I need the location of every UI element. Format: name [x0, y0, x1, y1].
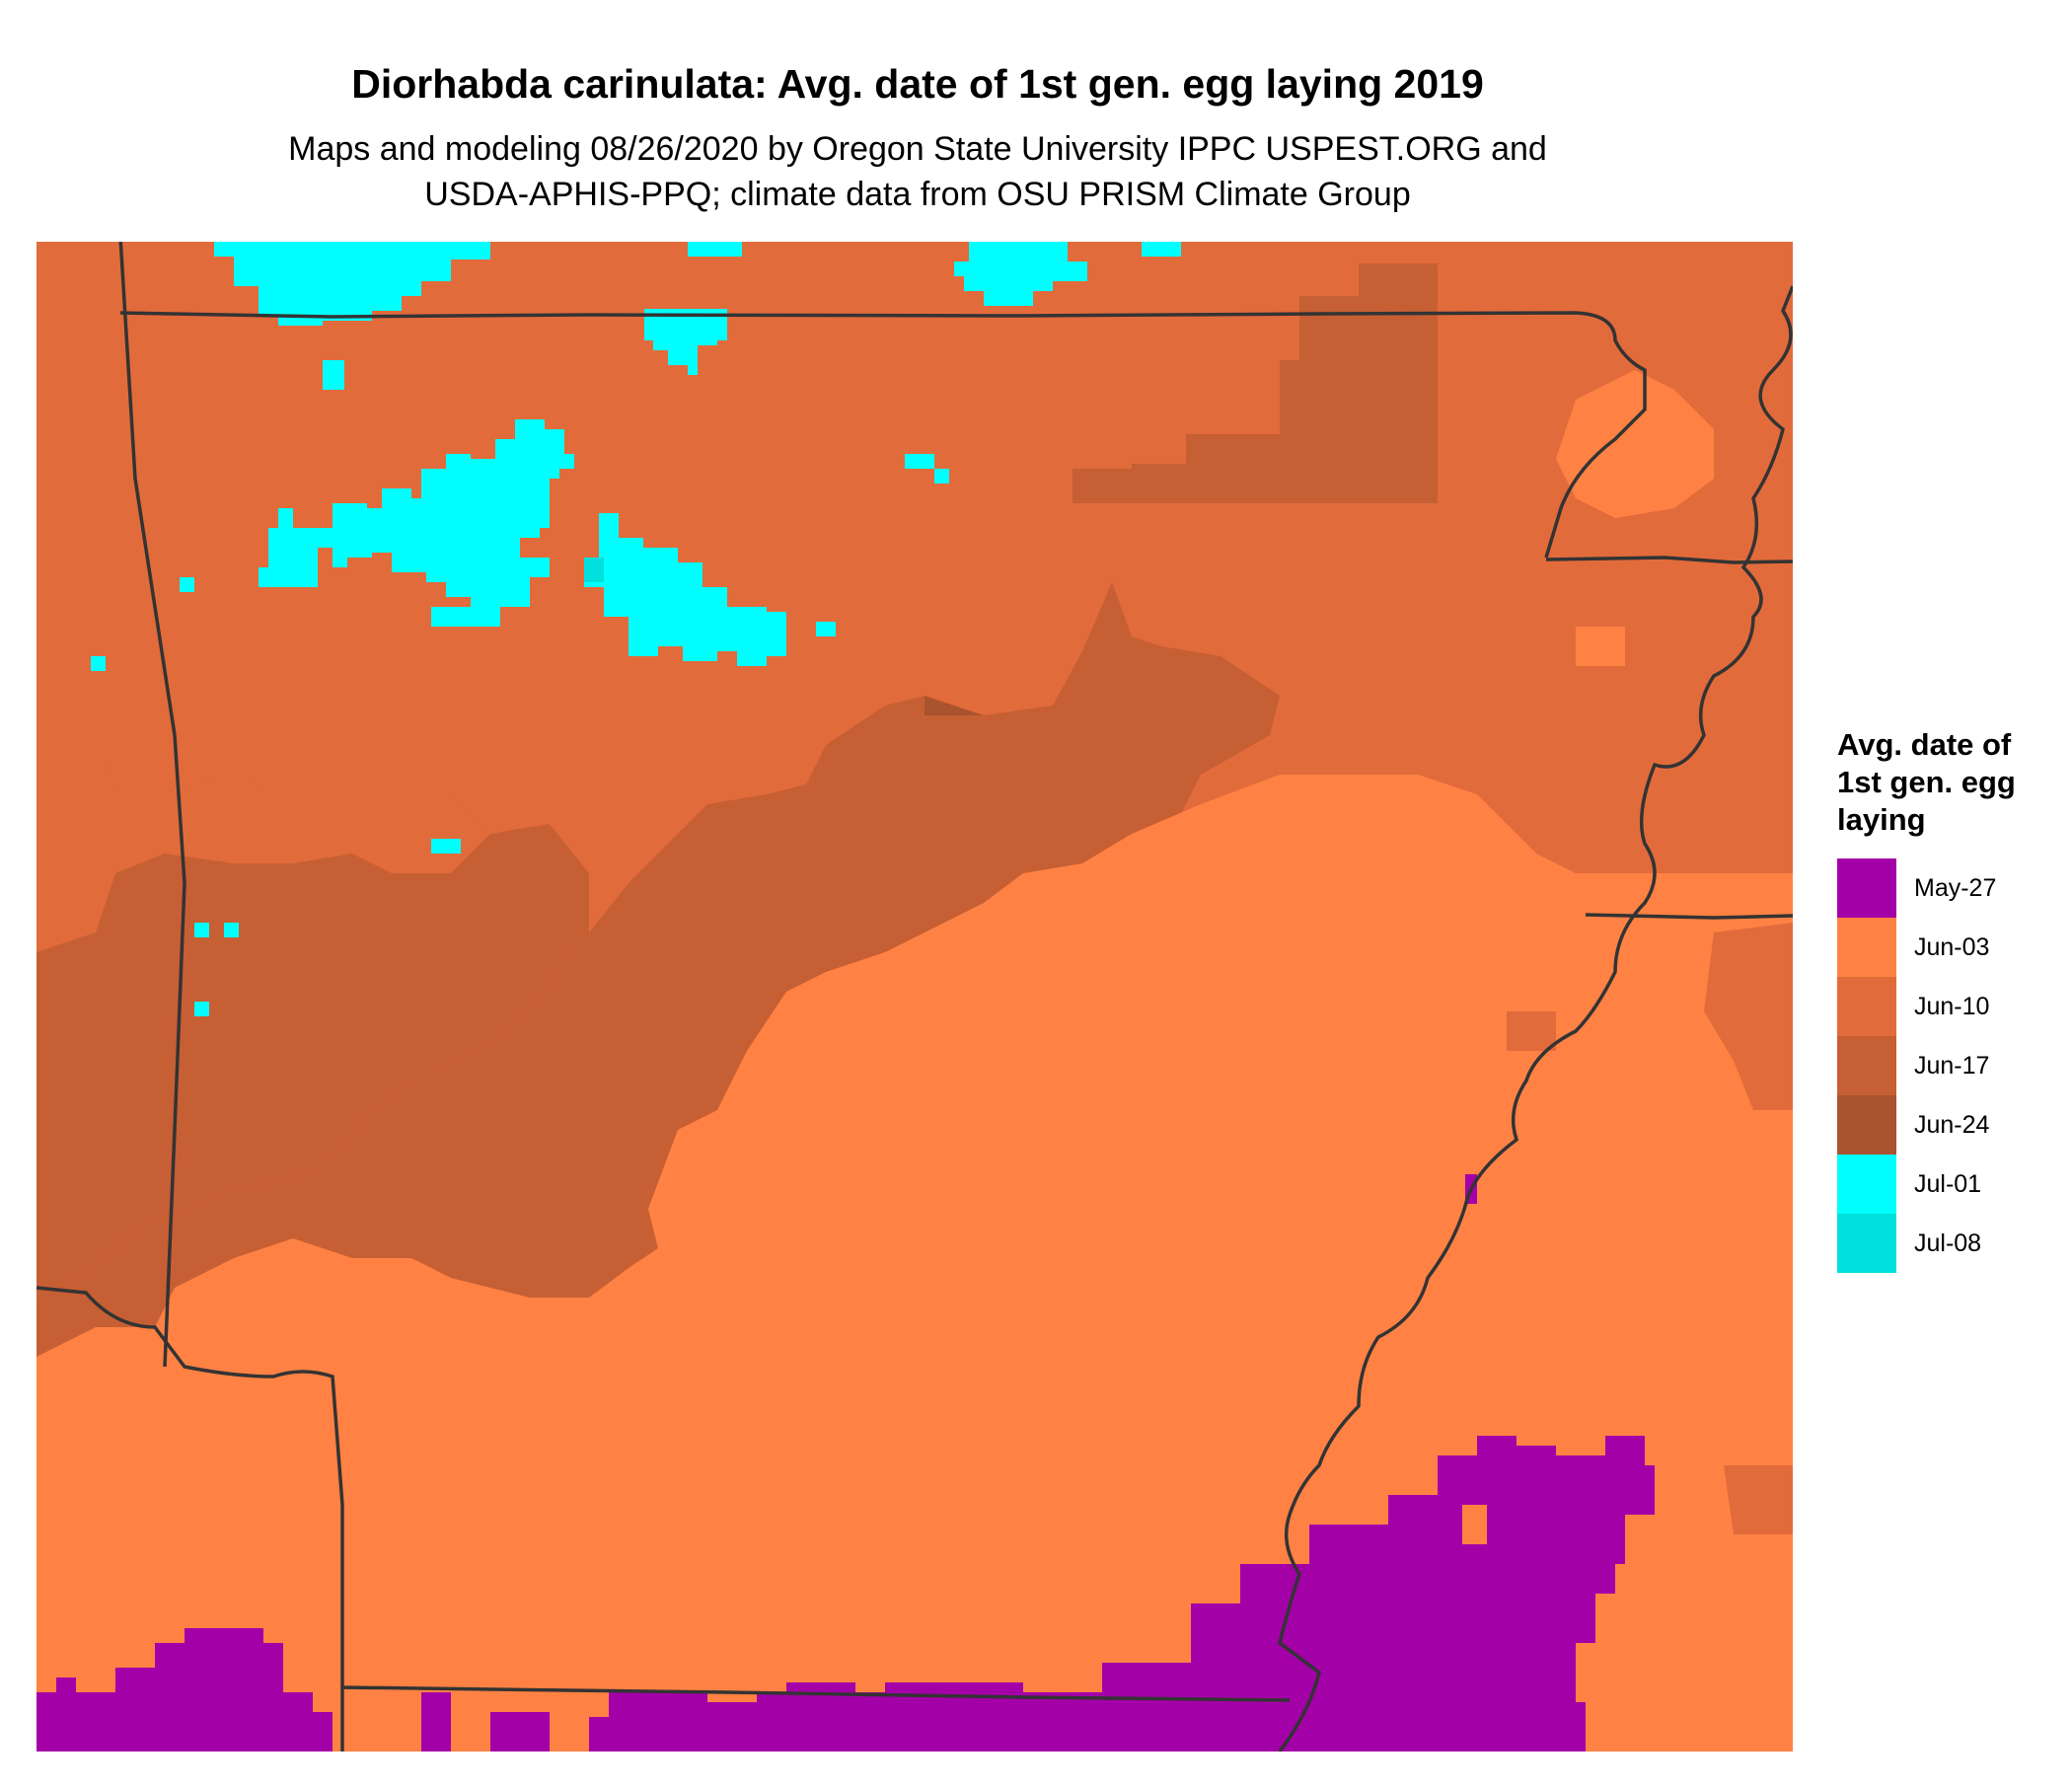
legend-label-jun-24: Jun-24 [1914, 1111, 1990, 1139]
legend-label-jun-17: Jun-17 [1914, 1052, 1990, 1080]
map-zone-jun-03 [37, 775, 1793, 1752]
boundary-south [340, 1505, 1291, 1752]
legend-swatch-jun-03 [1837, 918, 1896, 977]
boundary-west [118, 242, 186, 1368]
boundary-ms-tn [1585, 913, 1793, 920]
legend-label-jul-08: Jul-08 [1914, 1230, 1982, 1257]
legend-item-jun-24: Jun-24 [1837, 1095, 2064, 1155]
legend-item-jun-03: Jun-03 [1837, 918, 2064, 977]
subtitle-line-2: USDA-APHIS-PPQ; climate data from OSU PR… [424, 176, 1411, 213]
legend-item-jun-10: Jun-10 [1837, 977, 2064, 1036]
legend: Avg. date of 1st gen. egg laying May-27 … [1837, 726, 2064, 1273]
legend-swatch-jun-17 [1837, 1036, 1896, 1095]
legend-swatch-jul-01 [1837, 1155, 1896, 1214]
legend-swatch-jul-08 [1837, 1214, 1896, 1273]
legend-item-jul-01: Jul-01 [1837, 1155, 2064, 1214]
legend-label-jun-10: Jun-10 [1914, 993, 1990, 1020]
legend-label-jul-01: Jul-01 [1914, 1170, 1982, 1198]
state-boundaries [37, 242, 1793, 1752]
map-zone-may-27 [589, 1436, 1655, 1752]
legend-title: Avg. date of 1st gen. egg laying [1837, 726, 2064, 839]
boundary-mo-tn [1545, 556, 1793, 564]
raster-map [37, 242, 1793, 1752]
map-zone-jul-01 [91, 242, 1181, 1016]
legend-title-line-3: laying [1837, 802, 1926, 837]
legend-swatch-may-27 [1837, 858, 1896, 918]
map-subtitle: Maps and modeling 08/26/2020 by Oregon S… [0, 126, 1835, 217]
legend-item-may-27: May-27 [1837, 858, 2064, 918]
boundary-red-river [37, 1286, 344, 1506]
map-zone-jun-03-ne [1556, 370, 1714, 666]
boundary-north [119, 311, 1647, 559]
legend-label-jun-03: Jun-03 [1914, 933, 1990, 961]
map-title: Diorhabda carinulata: Avg. date of 1st g… [351, 61, 1484, 107]
boundary-mississippi [1278, 285, 1793, 1752]
legend-item-jul-08: Jul-08 [1837, 1214, 2064, 1273]
subtitle-line-1: Maps and modeling 08/26/2020 by Oregon S… [288, 130, 1547, 168]
map-zone-jun-17-core [37, 824, 589, 1298]
map-zone-jun-03-hole [1462, 1505, 1487, 1544]
map-zone-jun-10-se [1507, 923, 1793, 1534]
legend-item-jun-17: Jun-17 [1837, 1036, 2064, 1095]
legend-title-line-1: Avg. date of [1837, 727, 2012, 762]
legend-title-line-2: 1st gen. egg [1837, 765, 2016, 799]
map-zone-may-27-sw [37, 1628, 550, 1752]
legend-swatch-jun-10 [1837, 977, 1896, 1036]
legend-label-may-27: May-27 [1914, 874, 1997, 902]
legend-swatch-jun-24 [1837, 1095, 1896, 1155]
map-zone-jul-08 [584, 558, 604, 582]
